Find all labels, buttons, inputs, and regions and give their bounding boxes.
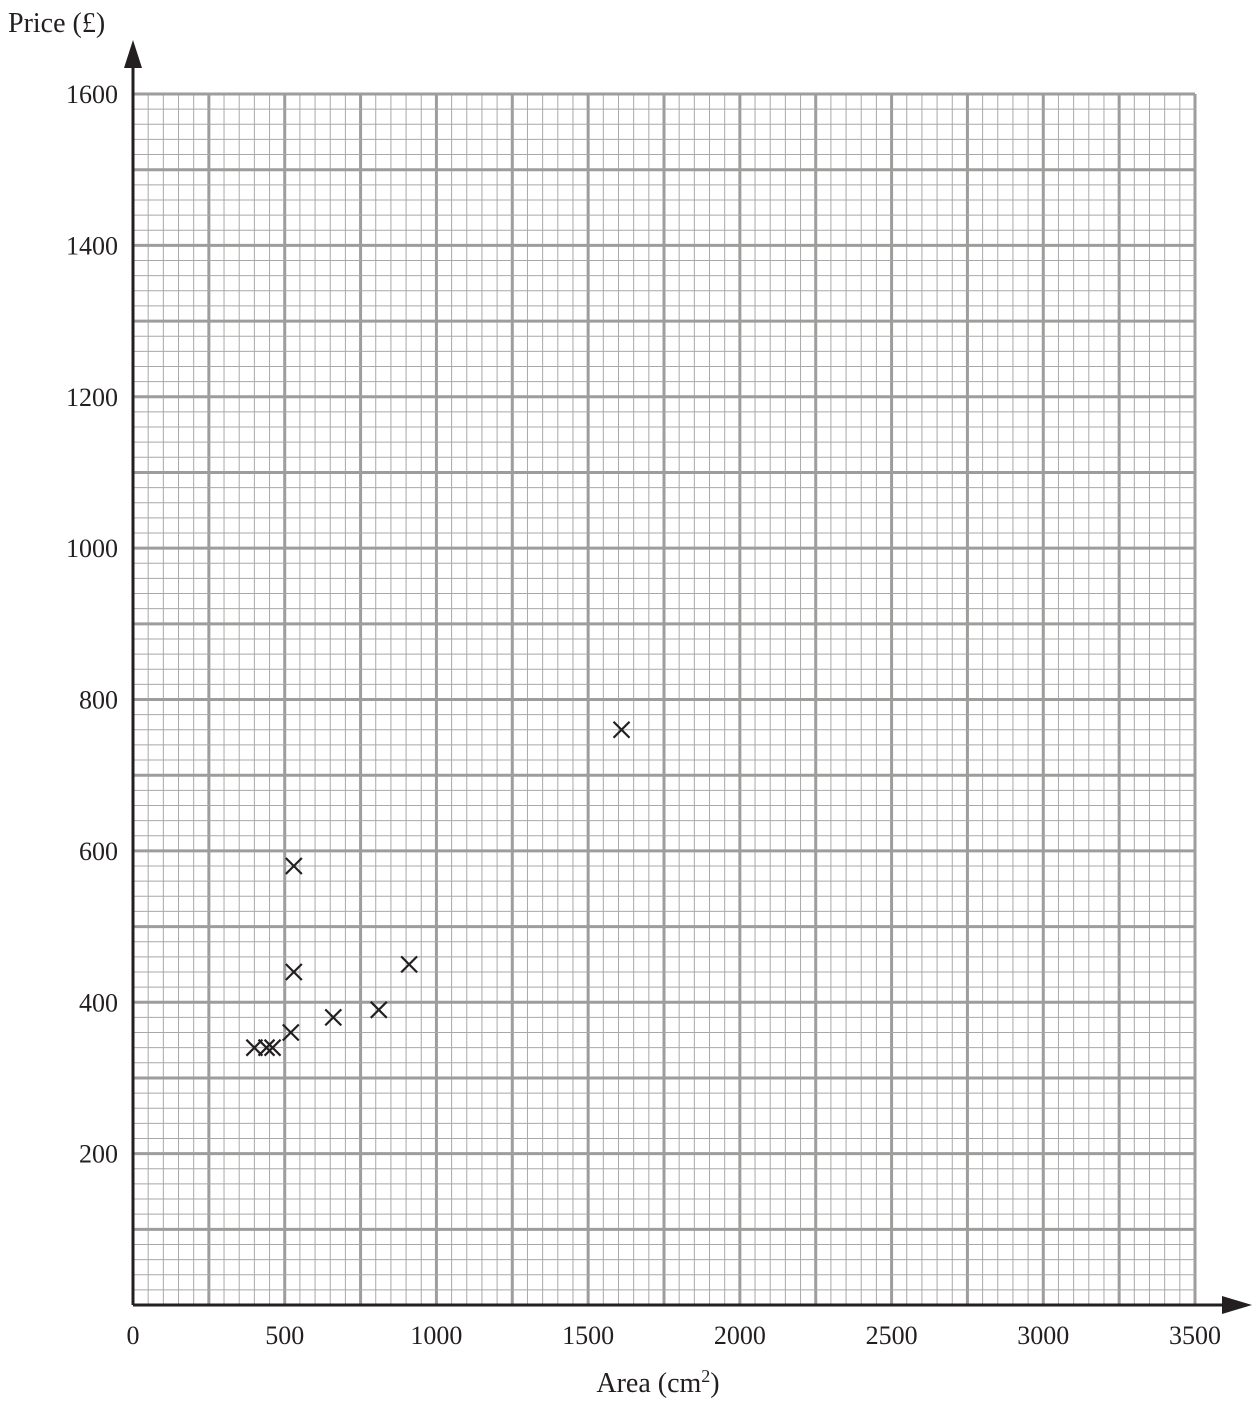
x-tick-label: 2500 bbox=[866, 1321, 918, 1350]
x-tick-label: 3500 bbox=[1169, 1321, 1221, 1350]
grid bbox=[131, 92, 1197, 1307]
y-axis-arrowhead bbox=[124, 40, 142, 68]
y-tick-label: 1600 bbox=[66, 80, 118, 109]
x-axis-title-main: Area (cm bbox=[596, 1368, 701, 1399]
data-point-cross bbox=[263, 1038, 282, 1057]
y-axis-title: Price (£) bbox=[8, 8, 105, 39]
y-tick-label: 1400 bbox=[66, 231, 118, 260]
y-tick-label: 800 bbox=[79, 686, 118, 715]
axes bbox=[124, 40, 1252, 1314]
x-axis-title-tail: ) bbox=[710, 1368, 719, 1399]
y-tick-label: 400 bbox=[79, 988, 118, 1017]
x-tick-label: 2000 bbox=[714, 1321, 766, 1350]
x-tick-label: 0 bbox=[127, 1321, 140, 1350]
x-tick-label: 500 bbox=[265, 1321, 304, 1350]
x-axis-title-superscript: 2 bbox=[701, 1366, 710, 1386]
x-axis-arrowhead bbox=[1222, 1296, 1252, 1314]
data-point-cross bbox=[257, 1038, 276, 1057]
x-tick-label: 3000 bbox=[1017, 1321, 1069, 1350]
tick-labels: 0 500 1000 1500 2000 2500 3000 3500 200 400 600 800… bbox=[66, 80, 1221, 1350]
data-point-cross bbox=[612, 720, 631, 739]
data-point-cross bbox=[282, 1023, 300, 1042]
y-tick-label: 600 bbox=[79, 837, 118, 866]
y-tick-label: 1200 bbox=[66, 383, 118, 412]
data-point-cross bbox=[369, 1001, 388, 1019]
x-axis-title: Area (cm2) bbox=[596, 1366, 719, 1399]
data-point-cross bbox=[400, 955, 418, 974]
data-point-cross bbox=[285, 963, 303, 981]
y-tick-label: 200 bbox=[79, 1140, 118, 1169]
data-point-cross bbox=[285, 857, 303, 875]
data-points bbox=[245, 720, 631, 1057]
y-tick-label: 1000 bbox=[66, 534, 118, 563]
x-tick-label: 1500 bbox=[562, 1321, 614, 1350]
data-point-cross bbox=[324, 1008, 343, 1027]
x-tick-label: 1000 bbox=[410, 1321, 462, 1350]
